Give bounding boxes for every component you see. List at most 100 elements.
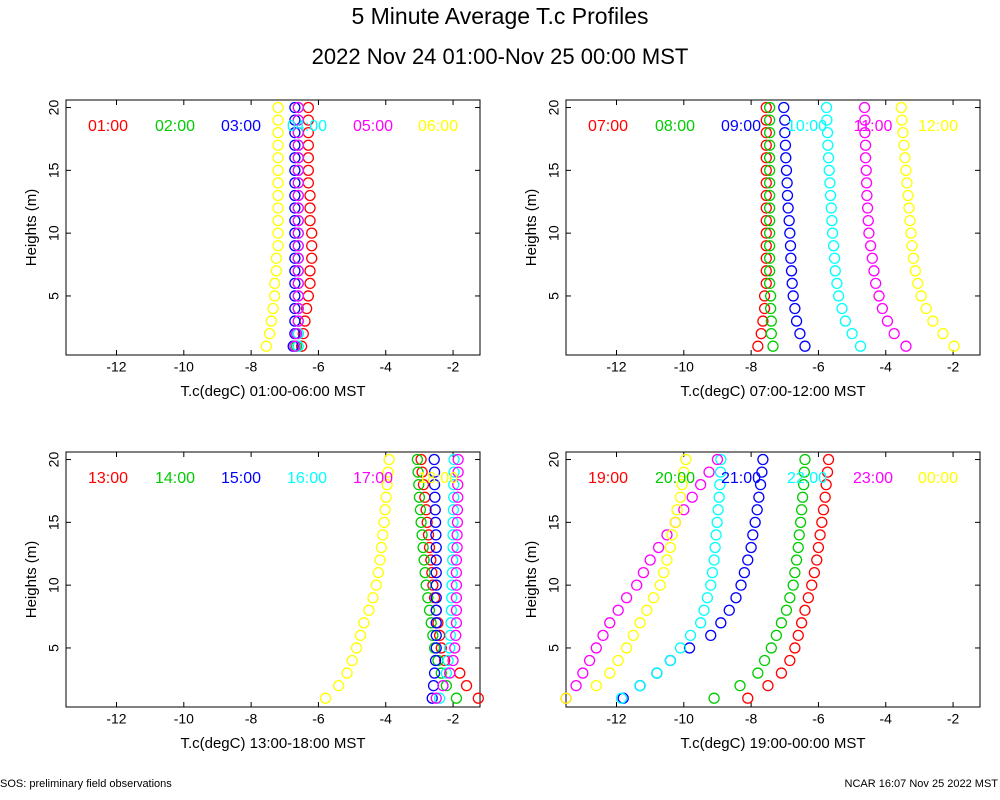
data-point [290, 327, 303, 340]
data-point [770, 629, 783, 642]
data-point [795, 617, 808, 629]
data-point [430, 592, 442, 604]
data-point [430, 692, 442, 704]
data-point [411, 453, 424, 466]
data-point [304, 265, 316, 277]
data-point [820, 101, 833, 114]
x-tick-label: -8 [745, 711, 758, 727]
data-point [447, 504, 460, 516]
data-point [306, 240, 318, 252]
data-point [289, 101, 301, 114]
data-point [306, 252, 318, 264]
data-point [760, 214, 772, 227]
data-point [430, 579, 442, 591]
data-point [652, 541, 665, 554]
data-point [381, 479, 393, 491]
legend-label: 01:00 [88, 118, 128, 135]
data-point [423, 541, 436, 554]
data-point [450, 592, 463, 604]
data-point [828, 252, 841, 264]
data-point [760, 240, 772, 252]
data-point [430, 529, 442, 541]
data-point [859, 152, 872, 164]
data-point [760, 189, 772, 202]
data-point [429, 516, 442, 528]
data-point [898, 139, 910, 151]
data-point [664, 654, 676, 667]
y-tick-label: 5 [546, 644, 562, 652]
data-point [661, 529, 673, 541]
data-point [292, 202, 304, 214]
data-point [450, 692, 463, 704]
data-point [861, 202, 874, 214]
data-point [789, 642, 801, 654]
data-point [448, 466, 460, 478]
data-point [654, 579, 666, 591]
data-point [909, 265, 922, 277]
data-point [820, 479, 832, 491]
panel: -12 -10 -8 -6 -4 -2 5 10 15 20 T.c(degC) 07:00-12:… [523, 99, 981, 400]
data-point [430, 554, 442, 566]
data-point [430, 541, 442, 554]
data-point [272, 227, 284, 239]
x-tick-label: -12 [106, 711, 126, 727]
plot-frame [65, 451, 481, 708]
data-point [292, 252, 304, 264]
x-tick-label: -2 [947, 359, 960, 375]
legend-label: 17:00 [353, 470, 393, 487]
data-point [674, 642, 687, 654]
data-point [915, 290, 927, 302]
data-point [446, 566, 459, 579]
data-point [612, 654, 624, 667]
legend-label: 22:00 [787, 470, 827, 487]
data-point [444, 629, 457, 642]
data-point [272, 164, 284, 176]
data-point [902, 189, 914, 202]
data-point [627, 629, 639, 642]
data-point [292, 127, 304, 139]
data-point [876, 302, 889, 315]
data-point [452, 453, 464, 466]
data-point [907, 252, 920, 264]
data-point [811, 554, 823, 566]
legend-label: 16:00 [287, 470, 327, 487]
data-point [904, 214, 916, 227]
data-point [615, 692, 628, 704]
legend-label: 08:00 [655, 118, 695, 135]
data-point [676, 479, 688, 491]
data-point [678, 466, 690, 478]
data-point [292, 302, 304, 315]
data-point [793, 529, 805, 541]
data-point [775, 667, 788, 679]
data-point [418, 554, 430, 566]
data-point [816, 516, 828, 528]
data-point [763, 177, 776, 189]
data-point [367, 592, 379, 604]
data-point [377, 529, 389, 541]
data-point [292, 265, 304, 277]
data-point [292, 177, 304, 189]
data-point [873, 290, 885, 302]
data-point [363, 604, 375, 616]
data-point [416, 529, 428, 541]
data-point [302, 177, 314, 189]
data-point [757, 453, 769, 466]
x-tick-label: -4 [880, 359, 893, 375]
data-point [808, 566, 821, 579]
data-point [742, 554, 754, 566]
data-point [430, 629, 442, 642]
data-point [817, 504, 830, 516]
data-point [265, 315, 277, 327]
data-point [263, 327, 276, 340]
data-point [289, 202, 301, 214]
data-point [433, 629, 446, 642]
data-point [383, 453, 395, 466]
legend-label: 02:00 [155, 118, 195, 135]
data-point [429, 504, 441, 516]
data-point [442, 654, 454, 667]
x-tick-label: -8 [245, 711, 258, 727]
x-tick-label: -2 [447, 359, 460, 375]
data-point [657, 566, 670, 579]
data-point [370, 579, 382, 591]
